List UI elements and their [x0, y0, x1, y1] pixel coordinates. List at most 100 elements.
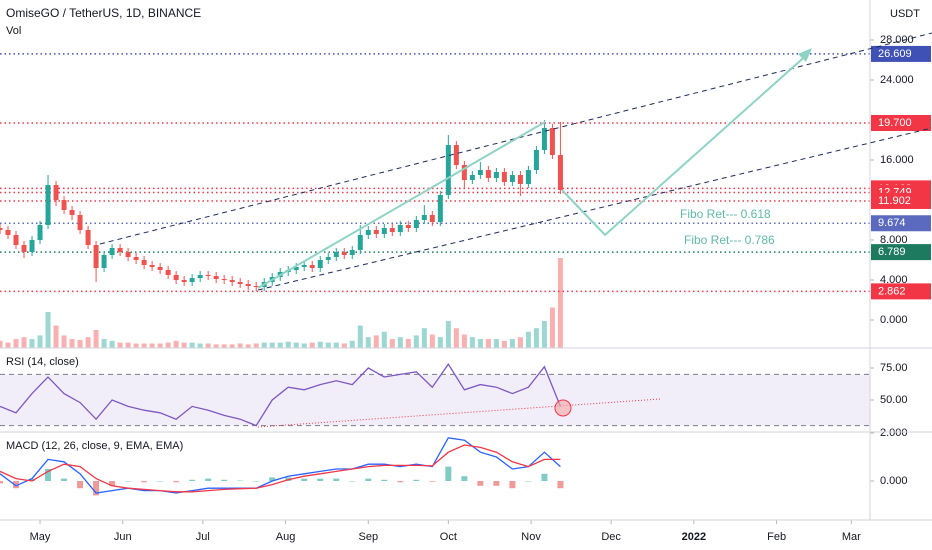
volume-bar — [405, 339, 411, 348]
x-tick-label: Nov — [521, 531, 541, 543]
candle-body — [525, 170, 531, 184]
price-level-label: 9.674 — [878, 217, 906, 229]
candle-body — [205, 275, 211, 276]
y-tick-label: 8.000 — [880, 234, 908, 246]
volume-bar — [429, 334, 435, 348]
x-tick-label: May — [30, 531, 51, 543]
macd-histogram-bar — [125, 481, 132, 482]
candle-body — [101, 255, 107, 268]
x-tick-label: Oct — [440, 531, 457, 543]
candle-body — [301, 265, 307, 267]
rsi-band — [0, 374, 870, 426]
volume-bar — [373, 335, 379, 348]
volume-bar — [93, 330, 99, 348]
candle-body — [485, 170, 491, 178]
rsi-trendline — [257, 398, 661, 428]
volume-bar — [437, 337, 443, 348]
volume-bar — [421, 328, 427, 348]
x-tick-label: Jun — [114, 531, 132, 543]
macd-histogram-bar — [301, 478, 308, 481]
volume-bar — [261, 342, 267, 348]
candle-body — [365, 230, 371, 235]
macd-histogram-bar — [317, 478, 324, 481]
macd-histogram-bar — [237, 480, 244, 482]
macd-histogram-bar — [173, 481, 180, 483]
macd-histogram-bar — [429, 481, 436, 482]
volume-bar — [413, 335, 419, 348]
volume-bar — [501, 340, 507, 348]
volume-bar — [53, 325, 59, 348]
macd-histogram-bar — [445, 466, 452, 481]
candle-body — [13, 235, 19, 245]
volume-bar — [253, 343, 259, 348]
volume-bar — [157, 343, 163, 348]
volume-bar — [213, 344, 219, 348]
volume-bar — [101, 339, 107, 348]
macd-histogram-bar — [61, 478, 68, 481]
macd-histogram-bar — [45, 469, 52, 481]
volume-bar — [357, 325, 363, 348]
candle-body — [53, 185, 59, 200]
candle-body — [405, 225, 411, 228]
x-tick-label: Dec — [601, 531, 621, 543]
macd-histogram-bar — [93, 481, 100, 496]
volume-bar — [333, 342, 339, 348]
candle-body — [325, 257, 331, 260]
macd-histogram-bar — [0, 481, 3, 484]
unit-label: USDT — [890, 8, 920, 20]
macd-histogram-bar — [477, 481, 484, 486]
price-level-label: 2.862 — [878, 285, 906, 297]
candle-body — [533, 150, 539, 170]
candle-body — [509, 175, 515, 182]
volume-bar — [5, 342, 11, 348]
volume-bar — [237, 343, 243, 348]
candle-body — [437, 195, 443, 222]
macd-histogram-bar — [333, 478, 340, 481]
volume-bar — [349, 340, 355, 348]
volume-bar — [245, 344, 251, 348]
candle-body — [413, 220, 419, 228]
candle-body — [221, 279, 227, 280]
price-level-badge — [871, 45, 931, 62]
candle-body — [133, 257, 139, 260]
candle-body — [77, 215, 83, 230]
candle-body — [549, 128, 555, 155]
price-level-label: 26.609 — [878, 48, 912, 60]
volume-bar — [229, 344, 235, 348]
fibo-label: Fibo Ret--- 0.618 — [680, 207, 771, 221]
candle-body — [93, 245, 99, 268]
volume-bar — [517, 337, 523, 348]
candle-body — [317, 260, 323, 268]
trend-path — [257, 121, 546, 289]
volume-bar — [133, 343, 139, 348]
candle-body — [0, 228, 3, 230]
candle-body — [493, 172, 499, 178]
y-tick-label: 16.000 — [880, 154, 914, 166]
candle-body — [461, 165, 467, 180]
volume-bar — [0, 340, 3, 348]
volume-bar — [221, 344, 227, 348]
volume-bar — [525, 331, 531, 348]
indicator-line — [0, 437, 561, 494]
price-level-label: 19.700 — [878, 117, 912, 129]
volume-bar — [269, 342, 275, 348]
volume-bar — [165, 342, 171, 348]
macd-histogram-bar — [189, 479, 196, 481]
volume-bar — [445, 321, 451, 348]
candle-body — [541, 128, 547, 150]
volume-bar — [461, 334, 467, 348]
candle-body — [181, 280, 187, 282]
candle-body — [37, 225, 43, 240]
macd-histogram-bar — [413, 479, 420, 481]
macd-histogram-bar — [13, 481, 20, 489]
volume-bar — [149, 343, 155, 348]
macd-histogram-bar — [509, 481, 516, 489]
candle-body — [237, 282, 243, 284]
candle-body — [5, 230, 11, 235]
volume-bar — [45, 312, 51, 348]
macd-histogram-bar — [557, 481, 564, 489]
volume-bar — [549, 307, 555, 348]
volume-bar — [557, 258, 563, 348]
candle-body — [517, 175, 523, 184]
